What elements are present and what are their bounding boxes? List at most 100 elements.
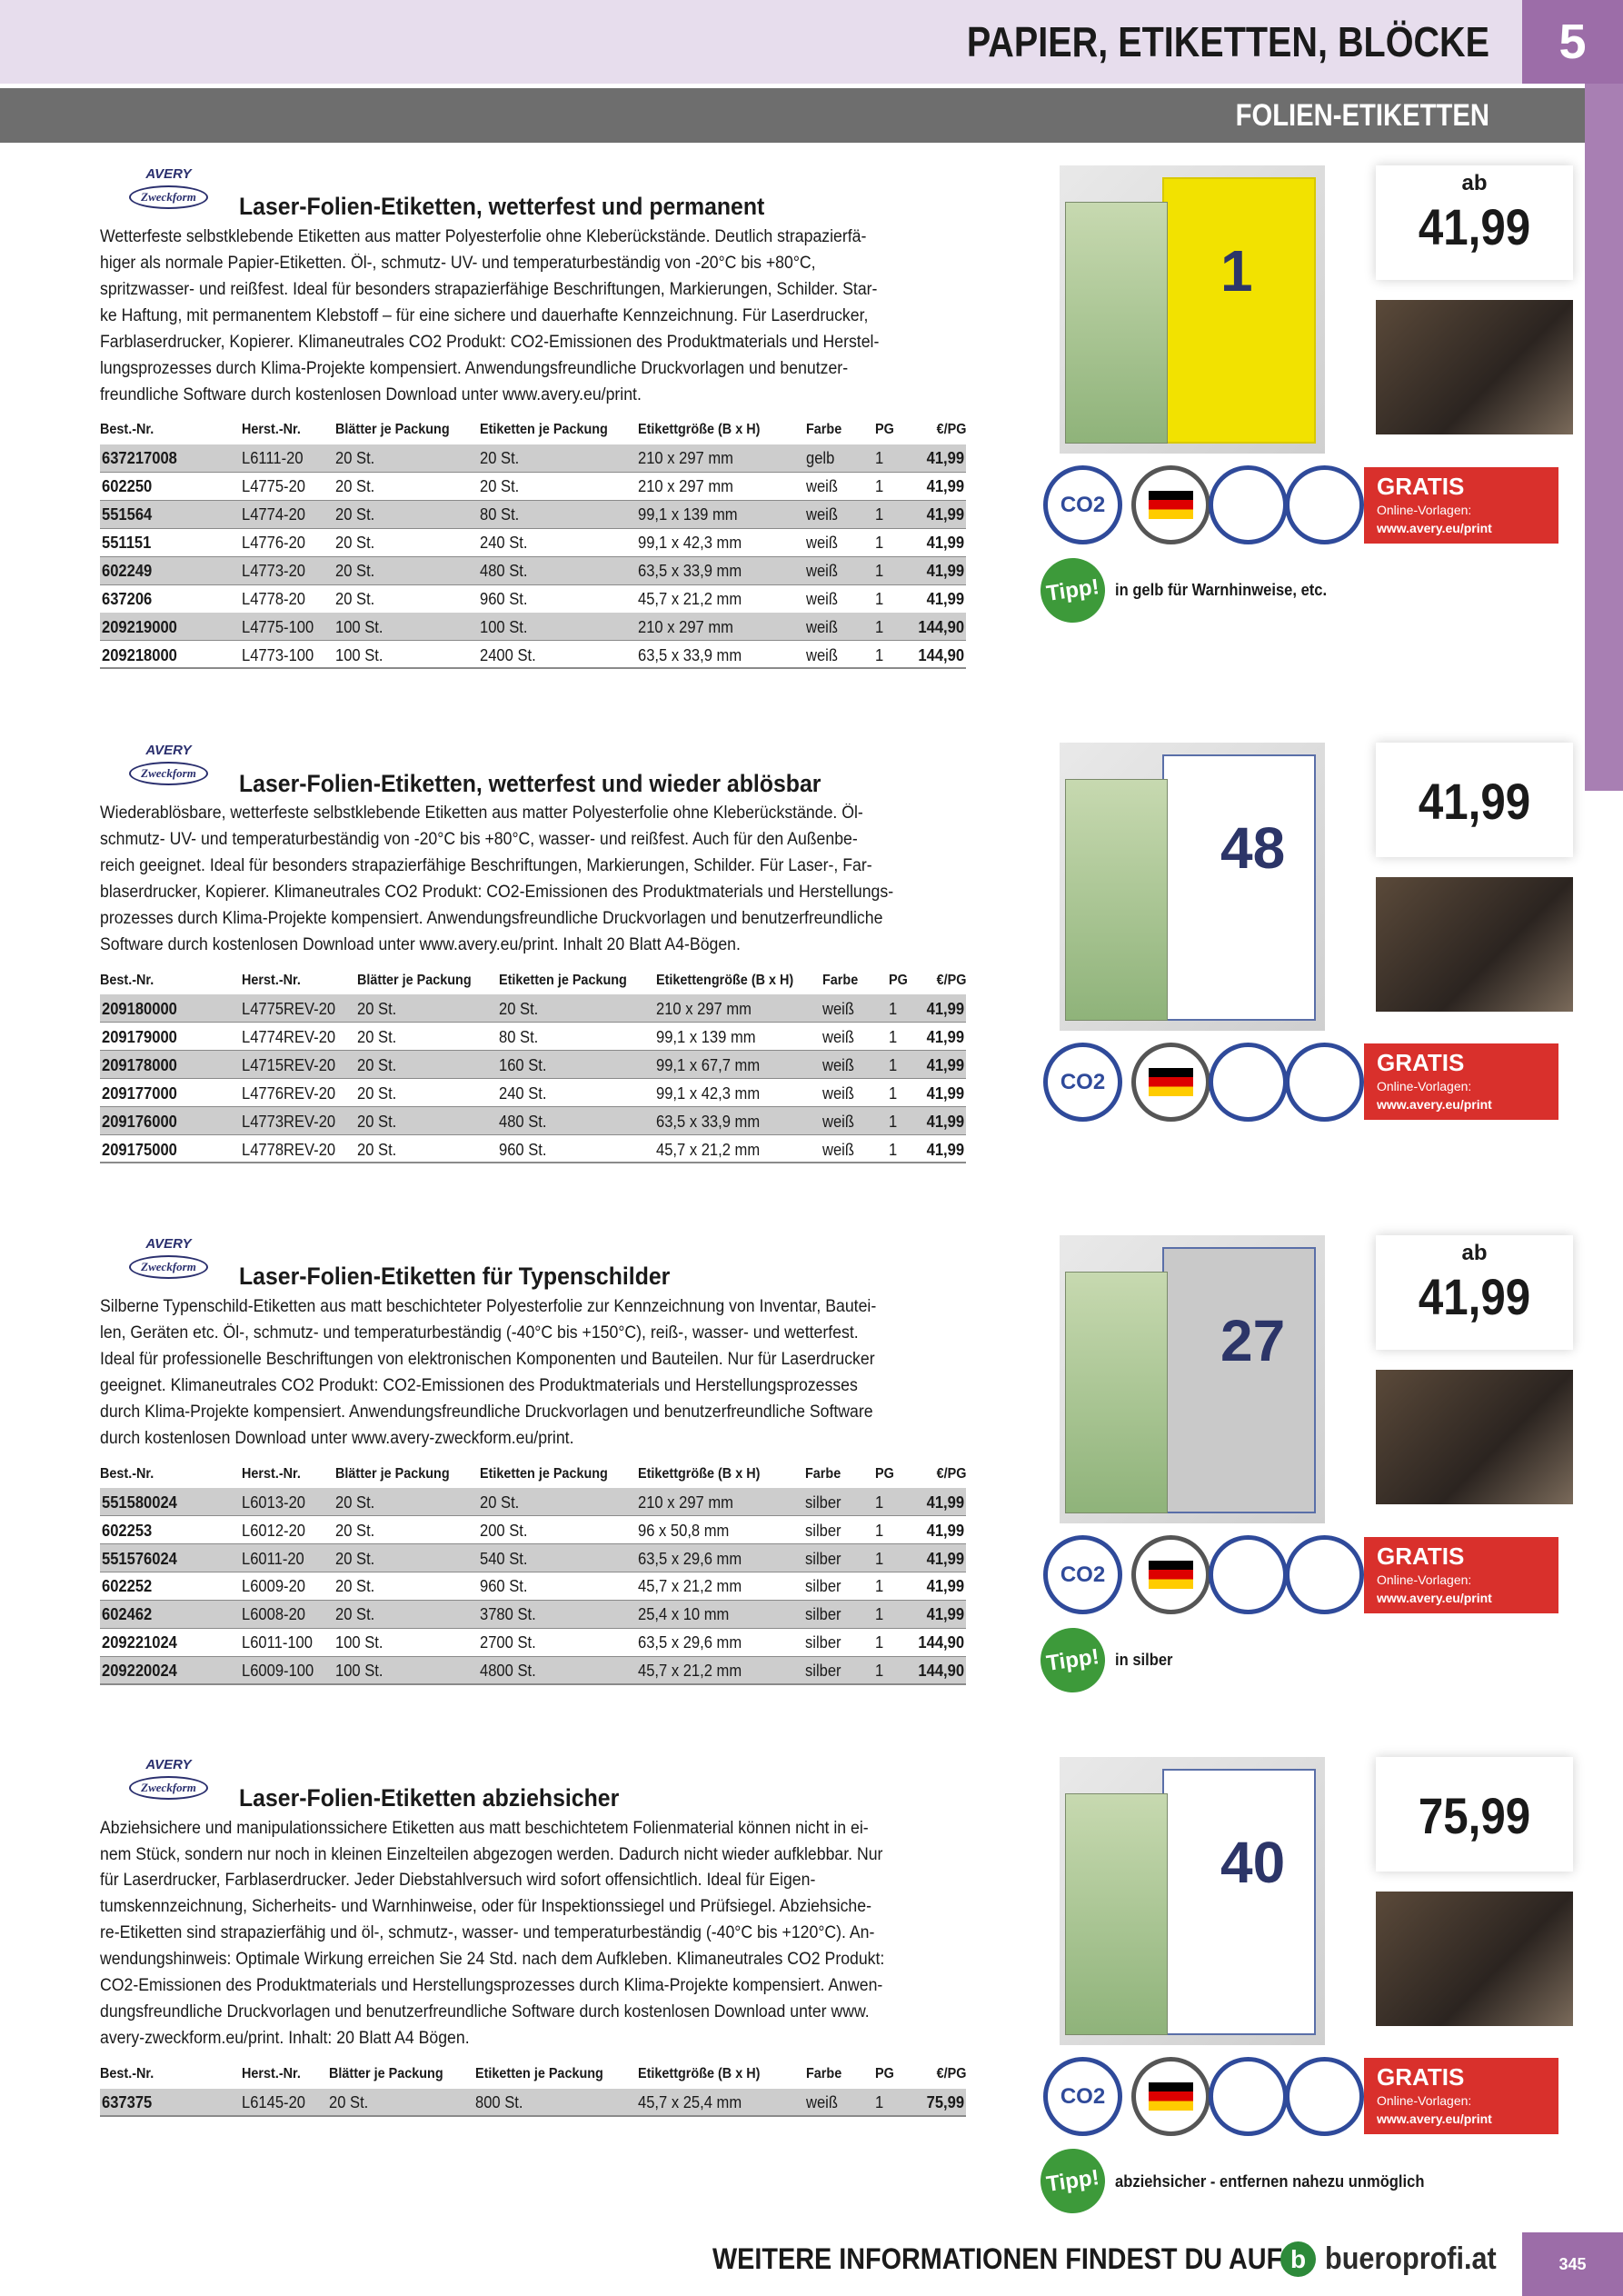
table-cell: 20 St. bbox=[499, 1000, 539, 1018]
table-cell: 20 St. bbox=[335, 477, 375, 495]
brand-name: AVERY bbox=[145, 166, 192, 182]
table-cell: 1 bbox=[889, 1141, 898, 1159]
table-row bbox=[100, 501, 966, 529]
table-cell: 100 St. bbox=[480, 618, 528, 636]
table-cell: 1 bbox=[875, 1662, 884, 1680]
table-cell: 480 St. bbox=[480, 562, 528, 580]
description-line: Silberne Typenschild-Etiketten aus matt … bbox=[100, 1297, 877, 1316]
table-cell: silber bbox=[805, 1493, 841, 1512]
table-cell: 160 St. bbox=[499, 1056, 547, 1074]
chapter-box: 5 bbox=[1522, 0, 1623, 84]
badge-circle bbox=[1285, 1043, 1364, 1122]
gratis-title: GRATIS bbox=[1377, 2063, 1465, 2091]
table-cell: 80 St. bbox=[480, 505, 520, 524]
table-cell: 1 bbox=[889, 1113, 898, 1131]
table-cell: L4773-20 bbox=[242, 562, 305, 580]
section-title: Laser-Folien-Etiketten für Typenschilder bbox=[239, 1263, 671, 1290]
footer-text: WEITERE INFORMATIONEN FINDEST DU AUF bbox=[712, 2242, 1283, 2275]
table-cell: 45,7 x 21,2 mm bbox=[638, 590, 742, 608]
price-photo bbox=[1376, 300, 1573, 434]
description-line: spritzwasser- und reißfest. Ideal für be… bbox=[100, 280, 878, 299]
table-cell: L4776-20 bbox=[242, 534, 305, 552]
gratis-templates: Online-Vorlagen: bbox=[1377, 1079, 1472, 1093]
table-header-cell: Farbe bbox=[822, 973, 859, 988]
table-cell: silber bbox=[805, 1633, 841, 1652]
table-cell: 210 x 297 mm bbox=[638, 618, 733, 636]
table-cell: 63,5 x 33,9 mm bbox=[638, 562, 742, 580]
tip-badge: Tipp! bbox=[1036, 1623, 1110, 1697]
table-cell: 20 St. bbox=[480, 1493, 520, 1512]
badge-circle bbox=[1209, 1043, 1288, 1122]
badge-circle bbox=[1131, 465, 1210, 544]
table-cell: 80 St. bbox=[499, 1028, 539, 1046]
badge-flag bbox=[1148, 1561, 1194, 1589]
product-number: 48 bbox=[1220, 815, 1286, 881]
section-title: Laser-Folien-Etiketten, wetterfest und p… bbox=[239, 193, 765, 220]
description-line: tumskennzeichnung, Sicherheits- und Warn… bbox=[100, 1897, 871, 1916]
table-cell: 144,90 bbox=[918, 1633, 964, 1652]
table-cell: 210 x 297 mm bbox=[656, 1000, 752, 1018]
product-number: 40 bbox=[1220, 1830, 1286, 1895]
gratis-url: www.avery.eu/print bbox=[1377, 1591, 1492, 1605]
table-row bbox=[100, 1657, 966, 1685]
tip-badge: Tipp! bbox=[1036, 554, 1110, 627]
gratis-box: GRATIS Online-Vorlagen: www.avery.eu/print bbox=[1364, 467, 1558, 544]
badge-circle bbox=[1285, 465, 1364, 544]
tip-text: abziehsicher - entfernen nahezu unmöglic… bbox=[1115, 2172, 1425, 2191]
table-cell: 637217008 bbox=[102, 449, 177, 467]
table-cell: 144,90 bbox=[918, 1662, 964, 1680]
product-pack bbox=[1065, 1793, 1168, 2035]
table-cell: L6011-100 bbox=[242, 1633, 313, 1652]
table-cell: 41,99 bbox=[926, 1000, 964, 1018]
table-cell: 100 St. bbox=[335, 1662, 383, 1680]
description-line: Wiederablösbare, wetterfeste selbstklebe… bbox=[100, 804, 863, 823]
table-cell: 1 bbox=[875, 2093, 884, 2111]
table-cell: 1 bbox=[889, 1056, 898, 1074]
table-cell: 41,99 bbox=[926, 1605, 964, 1623]
description-line: ke Haftung, mit permanentem Klebstoff – … bbox=[100, 306, 869, 325]
table-cell: weiß bbox=[806, 618, 838, 636]
product-image: 27 bbox=[1060, 1235, 1325, 1523]
brand-name: AVERY bbox=[145, 743, 192, 758]
table-row bbox=[100, 1079, 966, 1107]
product-sheet bbox=[1162, 754, 1316, 1021]
description-line: für Laserdrucker, Farblaserdrucker. Jede… bbox=[100, 1871, 816, 1890]
table-cell: weiß bbox=[822, 1141, 854, 1159]
table-header-cell: €/PG bbox=[936, 1466, 966, 1482]
table-cell: 20 St. bbox=[357, 1028, 397, 1046]
table-header-cell: Etikettgröße (B x H) bbox=[638, 422, 761, 437]
badge-co2: CO2 bbox=[1060, 1562, 1106, 1587]
table-cell: 551580024 bbox=[102, 1493, 177, 1512]
table-cell: 1 bbox=[875, 646, 884, 664]
table-cell: 209177000 bbox=[102, 1084, 177, 1103]
price: 41,99 bbox=[1418, 773, 1531, 830]
table-header-cell: Blätter je Packung bbox=[329, 2066, 443, 2081]
table-cell: 100 St. bbox=[335, 646, 383, 664]
table-cell: 20 St. bbox=[335, 534, 375, 552]
table-cell: 20 St. bbox=[480, 449, 520, 467]
description-line: prozesses durch Klima-Projekte kompensie… bbox=[100, 909, 883, 928]
description-line: dungsfreundliche Druckvorlagen und benut… bbox=[100, 2002, 870, 2021]
price: 41,99 bbox=[1418, 198, 1531, 255]
table-cell: 1 bbox=[875, 1605, 884, 1623]
product-pack bbox=[1065, 1272, 1168, 1513]
table-cell: weiß bbox=[806, 505, 838, 524]
price-box: ab 41,99 bbox=[1376, 165, 1573, 280]
table-cell: weiß bbox=[806, 646, 838, 664]
badge-circle bbox=[1209, 2057, 1288, 2136]
description-line: Abziehsichere und manipulationssichere E… bbox=[100, 1819, 869, 1838]
table-cell: 960 St. bbox=[480, 590, 528, 608]
description-line: Software durch kostenlosen Download unte… bbox=[100, 935, 741, 954]
gratis-url: www.avery.eu/print bbox=[1377, 521, 1492, 535]
table-cell: 1 bbox=[875, 505, 884, 524]
gratis-templates: Online-Vorlagen: bbox=[1377, 503, 1472, 517]
table-header-cell: Farbe bbox=[805, 1466, 841, 1482]
brand-logo: AVERY Zweckform bbox=[129, 167, 208, 211]
table-cell: weiß bbox=[822, 1000, 854, 1018]
table-cell: 99,1 x 67,7 mm bbox=[656, 1056, 761, 1074]
table-cell: 2400 St. bbox=[480, 646, 536, 664]
table-cell: 209220024 bbox=[102, 1662, 177, 1680]
table-cell: 20 St. bbox=[480, 477, 520, 495]
table-cell: 1 bbox=[875, 1493, 884, 1512]
gratis-title: GRATIS bbox=[1377, 1049, 1465, 1076]
